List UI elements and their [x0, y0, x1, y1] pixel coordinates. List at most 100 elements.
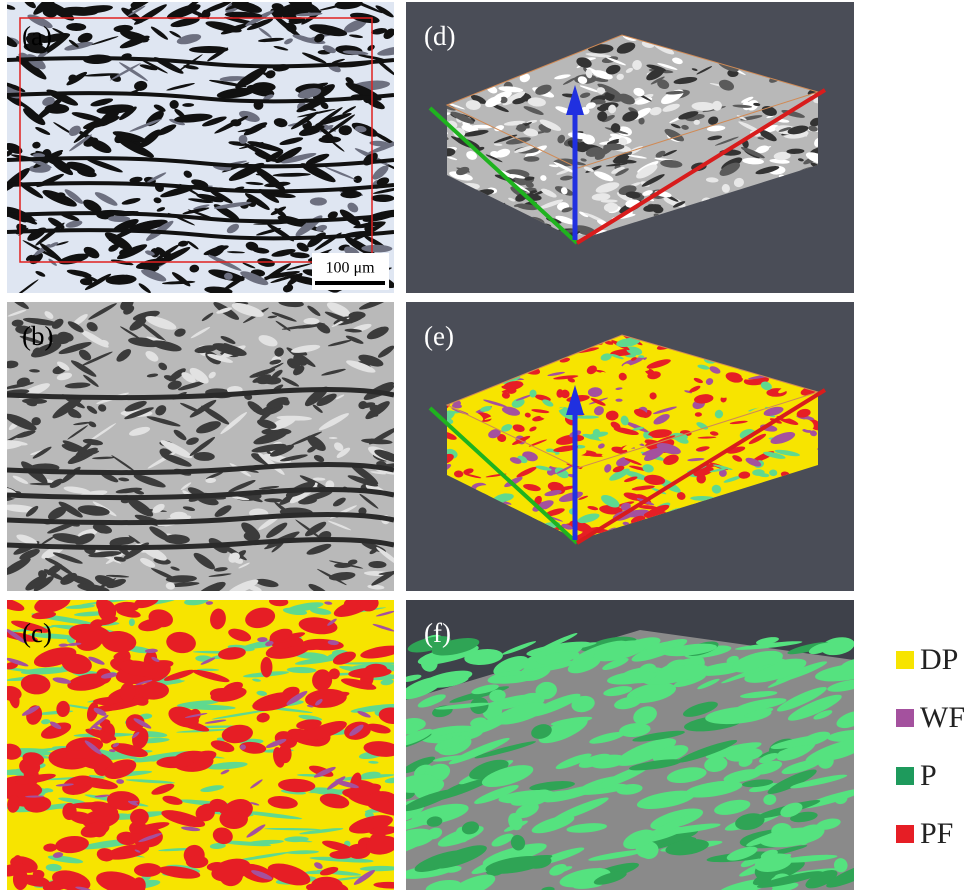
- ferrite: [151, 783, 175, 795]
- ferrite: [31, 611, 57, 620]
- pearlite-colony: [770, 734, 831, 749]
- ferrite: [111, 743, 148, 758]
- grain: [70, 360, 97, 377]
- grain: [196, 581, 226, 591]
- grain: [502, 91, 526, 106]
- pearlite-colony: [489, 689, 506, 702]
- grain: [258, 486, 280, 490]
- grain: [219, 76, 246, 82]
- grain: [253, 431, 287, 445]
- pearlite-colony: [666, 767, 707, 784]
- grain: [732, 104, 753, 108]
- grain: [616, 42, 636, 54]
- grain: [69, 134, 92, 152]
- grain: [44, 103, 70, 114]
- grain: [597, 111, 608, 122]
- grain: [484, 412, 505, 420]
- grain: [305, 153, 330, 165]
- grain: [447, 410, 455, 424]
- grain: [278, 302, 304, 308]
- grain: [241, 522, 261, 540]
- grain: [338, 125, 352, 136]
- ferrite: [308, 765, 334, 777]
- grain: [542, 399, 554, 407]
- ferrite: [91, 821, 107, 838]
- grain: [736, 115, 747, 121]
- grain: [770, 432, 796, 444]
- grain: [216, 307, 232, 314]
- ferrite: [201, 803, 226, 812]
- grain: [252, 82, 276, 92]
- grain: [227, 579, 259, 591]
- pearlite-colony: [515, 802, 539, 819]
- grain: [46, 2, 75, 21]
- widmanstatten: [135, 679, 153, 686]
- grain: [796, 408, 811, 418]
- grain: [578, 495, 589, 500]
- ferrite: [104, 759, 137, 779]
- pearlite: [128, 618, 135, 627]
- grain: [712, 104, 720, 109]
- pearlite-colony: [652, 745, 689, 763]
- grain: [138, 283, 151, 293]
- grain: [758, 129, 777, 142]
- ferrite: [86, 702, 99, 722]
- widmanstatten: [353, 869, 375, 885]
- widmanstatten: [257, 637, 268, 642]
- pearlite-colony: [808, 642, 832, 655]
- grain: [622, 438, 646, 451]
- grain: [284, 38, 293, 45]
- grain: [493, 143, 503, 146]
- grain: [627, 154, 647, 159]
- grain: [328, 437, 338, 440]
- grain: [631, 357, 637, 361]
- pearlite-colony: [633, 706, 657, 725]
- grain: [32, 153, 46, 158]
- pearlite-colony: [524, 789, 552, 806]
- band: [7, 181, 394, 194]
- grain: [189, 264, 200, 273]
- grain: [347, 475, 379, 487]
- ferrite: [239, 741, 267, 754]
- pearlite-colony: [767, 769, 817, 794]
- grain: [727, 446, 746, 454]
- pearlite-colony: [573, 882, 603, 889]
- ferrite: [209, 687, 237, 700]
- pearlite-colony: [663, 643, 717, 657]
- grain: [733, 177, 744, 188]
- grain: [146, 373, 159, 378]
- panel-labels: (a) (b) (c) (d) (e) (f): [22, 21, 455, 648]
- grain: [156, 246, 191, 266]
- grain: [603, 202, 619, 212]
- widmanstatten: [7, 657, 29, 667]
- grain: [68, 125, 81, 137]
- grain: [145, 316, 177, 330]
- ferrite: [11, 620, 49, 633]
- widmanstatten: [246, 824, 266, 838]
- grain: [98, 404, 107, 412]
- grain: [471, 124, 493, 129]
- pearlite-colony: [485, 856, 546, 874]
- ferrite: [210, 608, 226, 630]
- grain: [719, 162, 741, 176]
- band: [7, 211, 394, 224]
- grain: [615, 168, 629, 176]
- grain: [7, 34, 18, 48]
- grain: [605, 163, 628, 167]
- grain: [271, 369, 283, 379]
- grain: [130, 2, 143, 9]
- grain: [287, 273, 303, 286]
- grain: [540, 188, 557, 198]
- grain: [81, 351, 113, 366]
- grain: [594, 171, 614, 182]
- pearlite-colony: [734, 641, 803, 650]
- grain: [52, 552, 83, 564]
- grain: [499, 96, 508, 104]
- widmanstatten: [239, 744, 246, 750]
- grain: [655, 150, 666, 158]
- grain: [371, 28, 388, 35]
- grain: [523, 128, 539, 137]
- grain: [752, 146, 772, 153]
- grain: [599, 505, 623, 515]
- grain: [77, 32, 93, 43]
